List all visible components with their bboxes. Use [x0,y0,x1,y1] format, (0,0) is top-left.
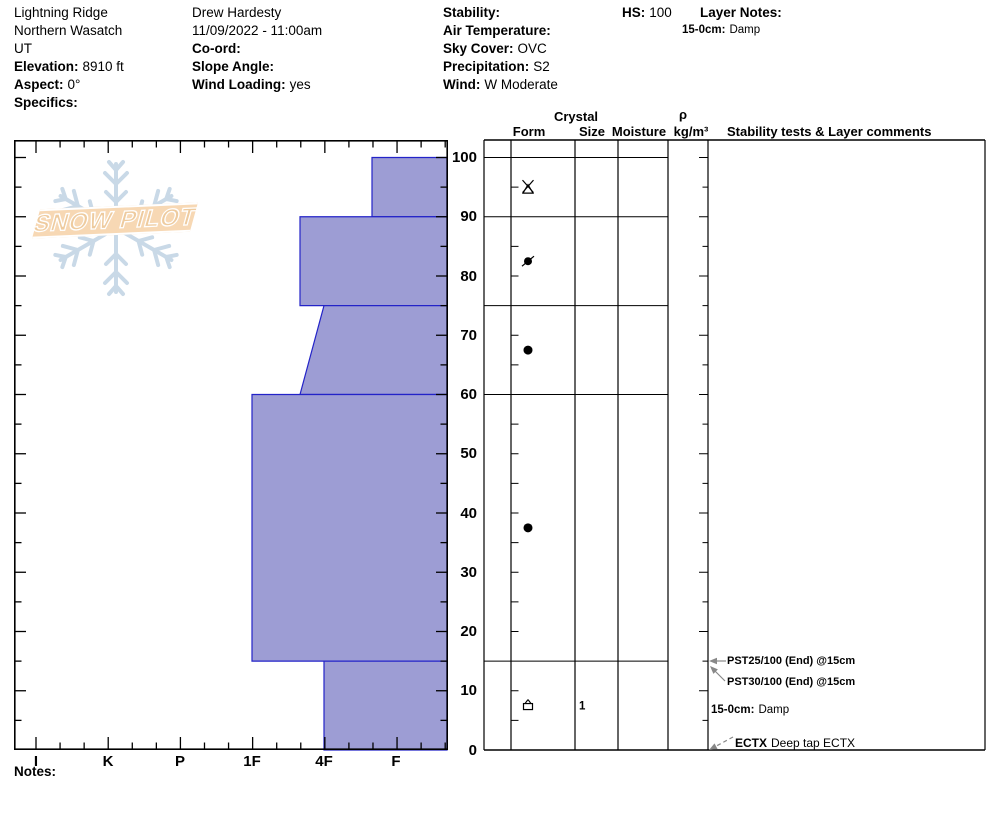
state-name: UT [14,41,32,56]
sky-cover-label: Sky Cover: [443,41,514,56]
depth-tick-label: 50 [460,445,477,463]
elevation-line: Elevation: 8910 ft [14,58,124,76]
stability-label: Stability: [443,5,501,20]
coord-line: Co-ord: [192,40,322,58]
header-location-block: Lightning Ridge Northern Wasatch UT Elev… [14,4,124,112]
header-layer-note-line: 15-0cm: Damp [682,24,760,36]
precip-line: Precipitation: S2 [443,58,558,76]
pst-test-result-1: PST25/100 (End) @15cm [727,655,856,667]
layer-note-value: Damp [729,24,761,36]
layer-comment-damp: 15-0cm: Damp [711,704,789,716]
wind-loading-value: yes [289,77,311,92]
grain-size-value: 1 [579,701,586,713]
faceted-crystals-icon [527,699,532,704]
aspect-line: Aspect: 0° [14,76,124,94]
depth-tick-label: 70 [460,326,477,344]
header-observer-block: Drew Hardesty 11/09/2022 - 11:00am Co-or… [192,4,322,94]
depth-tick-label: 30 [460,563,477,581]
depth-tick-label: 60 [460,386,477,403]
header-hs-block: HS: 100 [622,4,672,22]
test-pointer-arrow [713,669,726,682]
slope-angle-line: Slope Angle: [192,58,322,76]
layer-comment-range-label: 15-0cm: [711,704,755,716]
air-temp-line: Air Temperature: [443,22,558,40]
hs-label: HS: [622,5,646,20]
hardness-tick-label: 1F [243,753,261,770]
precip-label: Precipitation: [443,59,530,74]
test-pointer-arrowhead [710,666,718,674]
ect-test-result: ECTX Deep tap ECTX [735,736,855,750]
pit-name: Lightning Ridge [14,5,108,20]
region-name: Northern Wasatch [14,23,123,38]
snow-layer-bar [323,660,448,751]
stability-line: Stability: [443,4,558,22]
column-header-density-unit: kg/m³ [673,124,709,139]
depth-tick-label: 90 [460,208,477,226]
depth-tick-label: 100 [451,149,477,166]
plot-border [14,140,448,751]
wind-loading-label: Wind Loading: [192,77,286,92]
hardness-tick-label: K [102,753,114,770]
faceted-crystals-icon [524,699,529,704]
hardness-tick-label: P [174,753,186,770]
precip-value: S2 [533,59,550,74]
observation-datetime: 11/09/2022 - 11:00am [192,23,323,38]
elevation-value: 8910 ft [82,59,124,74]
snow-layer-bar [251,393,448,662]
rounded-grains-icon [523,523,533,533]
layer-note-range-label: 15-0cm: [682,24,726,36]
hs-value: 100 [649,5,672,20]
specifics-label: Specifics: [14,95,78,110]
depth-tick-label: 80 [460,267,477,285]
wind-loading-line: Wind Loading: yes [192,76,322,94]
column-header-crystal: Crystal [553,109,599,124]
hardness-tick-label: F [391,753,401,770]
test-pointer-arrow [713,736,734,748]
ect-label: ECTX [735,736,768,750]
header-conditions-block: Stability: Air Temperature: Sky Cover: OV… [443,4,558,94]
pst-test-result-2: PST30/100 (End) @15cm [727,676,856,688]
hardness-tick-label: 4F [315,753,333,770]
stellar-crystal-icon [521,183,535,194]
depth-tick-label: 40 [460,504,477,522]
rounded-grains-icon [523,345,533,355]
wind-label: Wind: [443,77,481,92]
layer-comment-value: Damp [758,704,790,716]
elevation-label: Elevation: [14,59,79,74]
column-header-density-symbol: ρ [678,107,688,122]
air-temp-label: Air Temperature: [443,23,551,38]
snow-layer-bar [299,216,448,307]
wind-line: Wind: W Moderate [443,76,558,94]
aspect-label: Aspect: [14,77,64,92]
ect-value: Deep tap ECTX [771,736,856,750]
column-header-moisture: Moisture [611,124,667,139]
column-header-form: Form [512,124,546,139]
header-layer-notes-block: Layer Notes: [700,4,782,22]
test-pointer-arrowhead [709,743,718,750]
depth-tick-label: 20 [460,623,477,640]
coord-label: Co-ord: [192,41,241,56]
specifics-line: Specifics: [14,94,124,112]
faceted-crystals-icon [522,702,534,711]
snow-layer-bar [299,305,448,396]
layer-notes-label: Layer Notes: [700,5,782,20]
aspect-value: 0° [67,77,81,92]
depth-tick-label: 10 [460,682,477,700]
snow-layer-bar [371,156,448,218]
sky-cover-line: Sky Cover: OVC [443,40,558,58]
notes-label: Notes: [14,764,57,779]
hardness-tick-label: I [33,753,39,770]
slope-angle-label: Slope Angle: [192,59,275,74]
column-header-size: Size [578,124,606,139]
depth-tick-label: 0 [468,741,477,759]
sky-cover-value: OVC [517,41,547,56]
column-header-comments: Stability tests & Layer comments [727,124,932,139]
wind-value: W Moderate [484,77,558,92]
observer-name: Drew Hardesty [192,5,282,20]
test-pointer-arrowhead [709,657,717,665]
decomposing-fragments-icon [521,255,535,267]
